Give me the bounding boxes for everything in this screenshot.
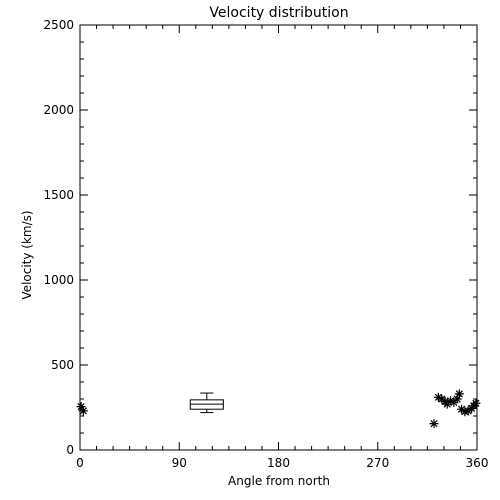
x-tick-label: 0 (76, 456, 84, 470)
data-point (446, 396, 456, 406)
data-point (76, 402, 86, 412)
x-tick-label: 360 (466, 456, 489, 470)
data-point (449, 397, 459, 407)
y-axis-label: Velocity (km/s) (20, 210, 34, 299)
y-tick-label: 0 (66, 443, 74, 457)
data-point (78, 406, 88, 416)
x-tick-label: 270 (366, 456, 389, 470)
data-point (452, 394, 462, 404)
data-point (471, 398, 481, 408)
x-tick-label: 90 (172, 456, 187, 470)
y-tick-label: 500 (51, 358, 74, 372)
data-point (429, 419, 439, 429)
data-point (433, 392, 443, 402)
data-point (454, 389, 464, 399)
x-axis-label: Angle from north (228, 474, 330, 488)
chart-title: Velocity distribution (209, 5, 348, 21)
y-tick-label: 1000 (43, 273, 74, 287)
y-tick-label: 2500 (43, 18, 74, 32)
data-point (460, 407, 470, 417)
plot-frame (79, 24, 478, 451)
x-tick-label: 180 (267, 456, 290, 470)
y-tick-label: 2000 (43, 103, 74, 117)
plot-area: 0 90 180 270 360 0 500 1000 1500 2000 2500 (43, 18, 488, 470)
data-point (442, 399, 452, 409)
y-tick-label: 1500 (43, 188, 74, 202)
